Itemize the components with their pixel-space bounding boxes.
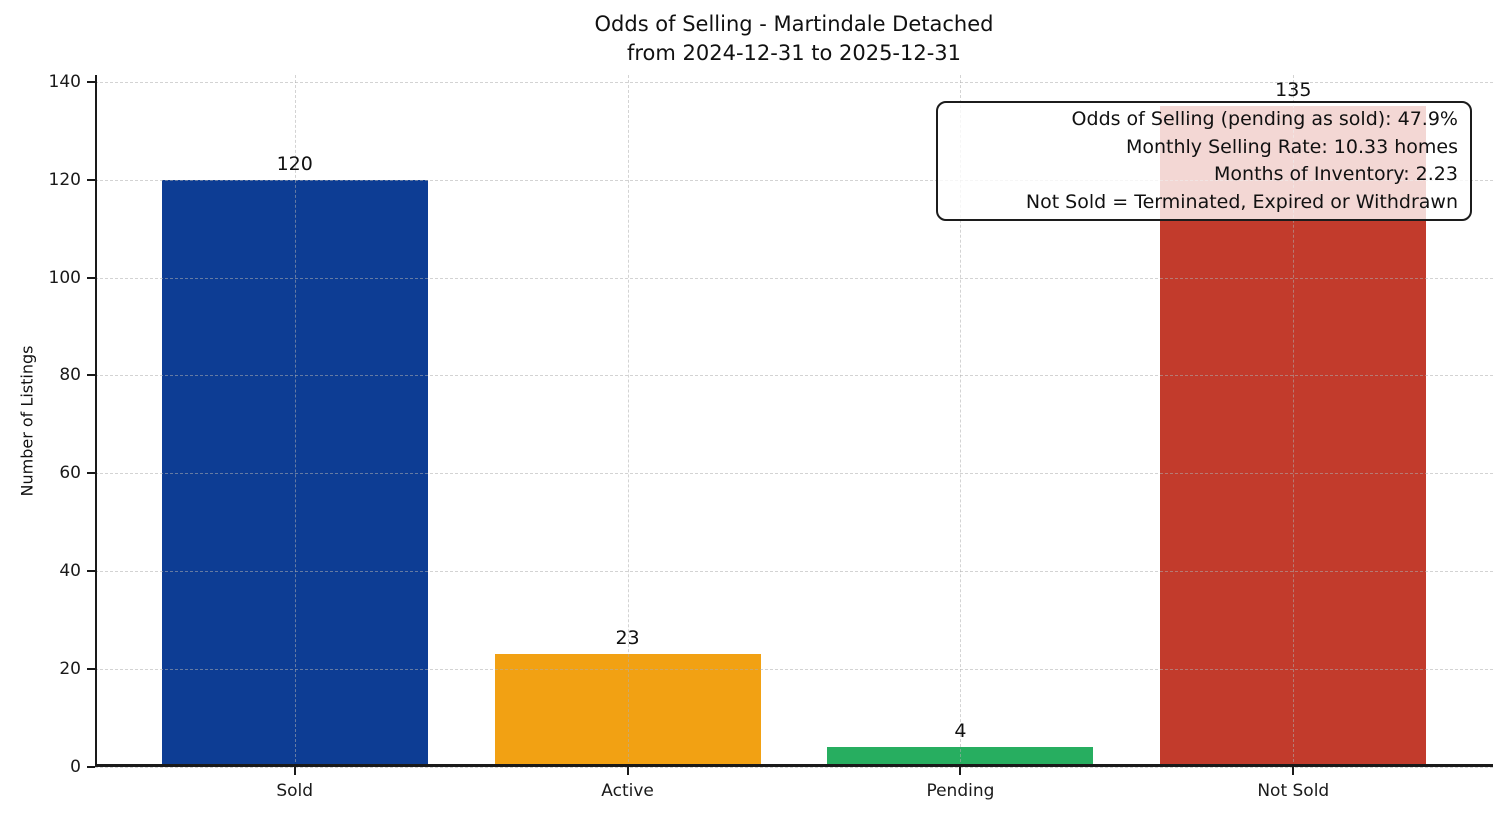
bar-value-label: 23	[615, 627, 640, 650]
x-tick-mark	[626, 767, 629, 775]
y-tick-label: 0	[70, 757, 81, 777]
chart-title: Odds of Selling - Martindale Detached fr…	[95, 10, 1493, 68]
chart-title-line1: Odds of Selling - Martindale Detached	[594, 12, 994, 36]
x-gridline	[627, 75, 629, 767]
bar-value-label: 135	[1275, 79, 1312, 102]
y-gridline	[95, 179, 1493, 181]
y-tick-mark	[87, 570, 95, 573]
y-tick-label: 60	[59, 463, 81, 484]
y-tick-mark	[87, 276, 95, 279]
x-gridline	[294, 75, 296, 767]
annotation-line: Odds of Selling (pending as sold): 47.9%	[1071, 108, 1458, 130]
annotation-line: Not Sold = Terminated, Expired or Withdr…	[1025, 190, 1458, 213]
annotation-line: Months of Inventory: 2.23	[1214, 163, 1458, 185]
x-tick-mark	[959, 767, 962, 775]
x-tick-label: Not Sold	[1257, 781, 1330, 801]
y-gridline	[95, 571, 1493, 573]
y-tick-label: 140	[48, 71, 81, 92]
y-gridline	[95, 767, 1493, 768]
y-tick-label: 80	[59, 365, 81, 386]
y-tick-mark	[87, 766, 95, 768]
y-tick-mark	[87, 668, 95, 671]
x-tick-mark	[1292, 767, 1295, 775]
x-tick-label: Active	[601, 781, 654, 801]
y-axis-spine	[95, 75, 97, 767]
x-gridline	[1293, 75, 1295, 767]
y-tick-label: 100	[48, 267, 81, 288]
y-tick-mark	[87, 472, 95, 475]
x-gridline	[960, 75, 962, 767]
y-gridline	[95, 669, 1493, 671]
annotation-line: Monthly Selling Rate: 10.33 homes	[1125, 135, 1458, 158]
y-tick-label: 120	[48, 169, 81, 190]
y-gridline	[95, 277, 1493, 279]
y-tick-mark	[87, 178, 95, 181]
chart-title-line2: from 2024-12-31 to 2025-12-31	[626, 41, 962, 65]
y-tick-label: 20	[59, 659, 81, 680]
bar-value-label: 120	[276, 152, 313, 175]
y-gridline	[95, 473, 1493, 475]
y-gridline	[95, 81, 1493, 83]
y-gridline	[95, 375, 1493, 377]
x-tick-label: Sold	[276, 781, 314, 801]
x-tick-mark	[293, 767, 296, 775]
y-tick-mark	[87, 374, 95, 377]
stats-annotation-box: Odds of Selling (pending as sold): 47.9%…	[936, 101, 1472, 221]
y-tick-label: 40	[59, 561, 81, 582]
x-axis-spine	[95, 764, 1493, 767]
y-axis-label: Number of Listings	[17, 345, 37, 497]
x-tick-label: Pending	[926, 781, 995, 801]
y-tick-mark	[87, 80, 95, 83]
bar-value-label: 4	[954, 720, 967, 743]
